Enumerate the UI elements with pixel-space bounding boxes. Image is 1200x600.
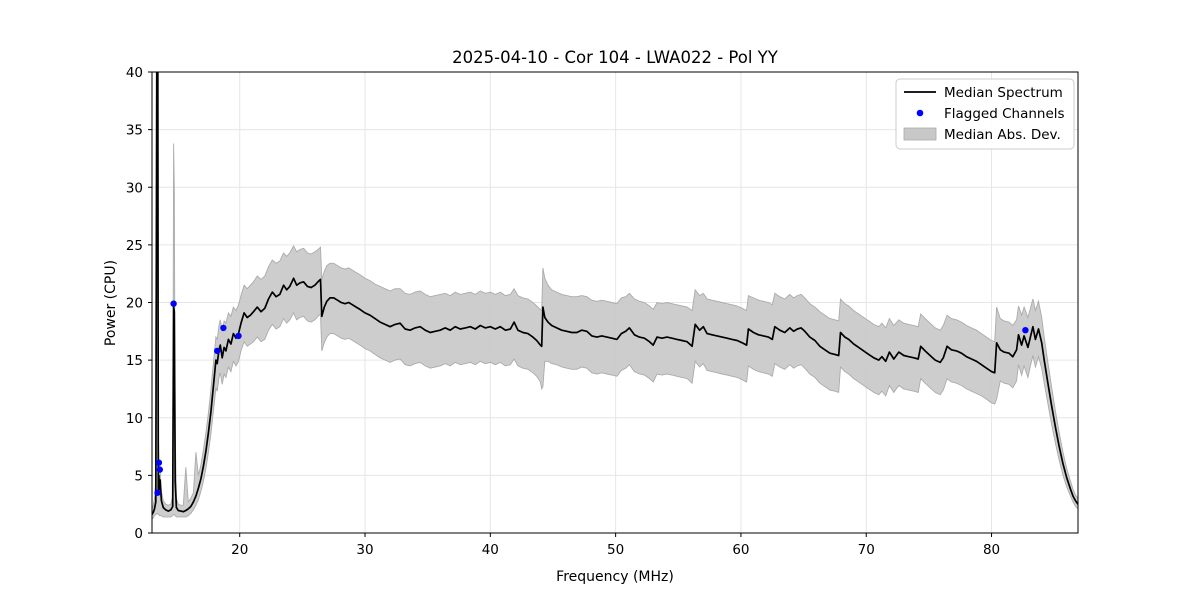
y-tick-label: 5 [134, 468, 143, 484]
x-tick-label: 20 [231, 542, 248, 558]
legend-label-median-abs-dev: Median Abs. Dev. [944, 127, 1061, 143]
y-tick-label: 20 [126, 296, 143, 312]
legend-marker-swatch [916, 109, 924, 117]
x-tick-label: 60 [732, 542, 749, 558]
median-spectrum-line [152, 72, 1078, 516]
flagged-channel-marker [235, 332, 242, 340]
flagged-channel-marker [220, 324, 227, 332]
y-tick-label: 10 [126, 411, 143, 427]
legend: Median Spectrum Flagged Channels Median … [895, 78, 1075, 150]
y-axis-label: Power (CPU) [103, 260, 119, 346]
flagged-channel-marker [155, 459, 163, 466]
legend-patch-swatch [903, 127, 937, 141]
plot-border [151, 71, 1079, 534]
x-tick-label: 30 [356, 542, 373, 558]
mad-band [152, 72, 1078, 520]
x-tick-label: 40 [482, 542, 499, 558]
x-tick-label: 70 [858, 542, 875, 558]
legend-label-median-spectrum: Median Spectrum [944, 85, 1063, 101]
y-tick-label: 25 [126, 238, 143, 254]
flagged-channel-marker [170, 300, 177, 307]
legend-box [895, 78, 1075, 150]
y-tick-label: 30 [126, 180, 143, 196]
y-tick-label: 15 [126, 353, 143, 369]
y-tick-label: 40 [126, 65, 143, 81]
x-axis-label: Frequency (MHz) [556, 569, 674, 585]
flagged-channel-marker [156, 466, 163, 473]
flagged-channel-marker [1022, 327, 1029, 334]
plot-title: 2025-04-10 - Cor 104 - LWA022 - Pol YY [452, 48, 779, 67]
chart-layer: 20 30 40 50 60 70 80 0 5 10 15 20 25 30 35 40 [126, 65, 1078, 558]
flagged-channel-marker [214, 347, 221, 355]
x-tick-label: 80 [983, 542, 1000, 558]
y-tick-label: 0 [134, 526, 143, 542]
x-tick-label: 50 [607, 542, 624, 558]
flagged-channel-marker [154, 489, 161, 496]
y-tick-label: 35 [126, 123, 143, 139]
legend-label-flagged-channels: Flagged Channels [944, 106, 1065, 122]
